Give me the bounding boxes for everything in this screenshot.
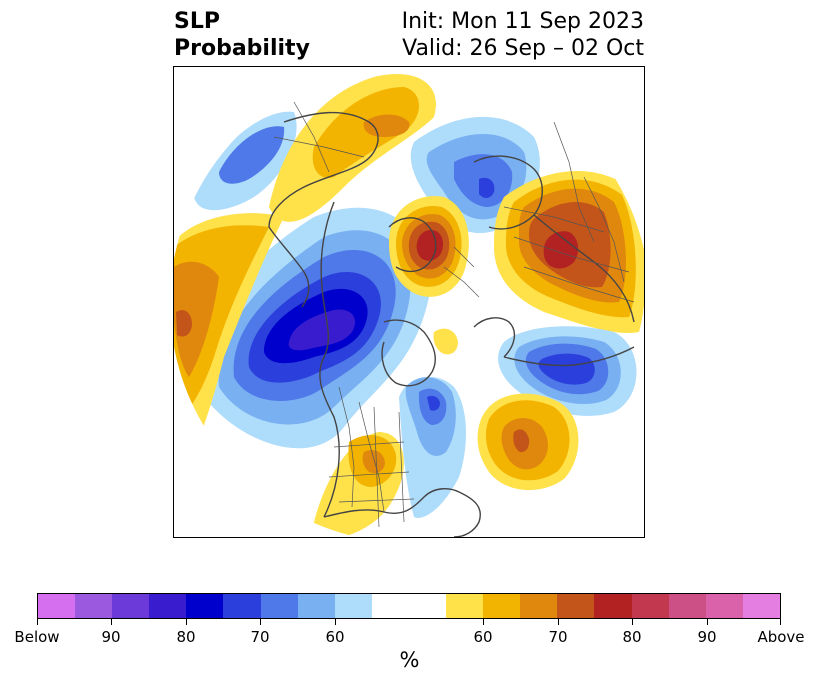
colorbar-ticks: Below 90 80 70 60 60 70 80 90 Above bbox=[14, 619, 805, 649]
colorbar-tick-mark bbox=[558, 619, 559, 625]
above-anomaly-siberia bbox=[269, 73, 436, 222]
colorbar-swatch bbox=[483, 594, 521, 618]
colorbar-swatch bbox=[186, 594, 224, 618]
coastlines bbox=[268, 111, 635, 537]
title-product: Probability bbox=[174, 36, 310, 61]
colorbar-swatch bbox=[408, 594, 447, 618]
colorbar-tick-mark bbox=[483, 619, 484, 625]
colorbar-tick-label: Above bbox=[757, 628, 805, 646]
above-anomaly-russia bbox=[494, 171, 644, 333]
colorbar-tick-mark bbox=[111, 619, 112, 625]
colorbar-tick-mark bbox=[632, 619, 633, 625]
above-anomaly-central-pacific bbox=[174, 213, 284, 452]
colorbar-swatch bbox=[75, 594, 113, 618]
colorbar-tick-label: 90 bbox=[697, 628, 717, 646]
colorbar-swatch bbox=[38, 594, 76, 618]
colorbar-tick-mark bbox=[707, 619, 708, 625]
below-anomaly-pacific bbox=[202, 207, 430, 449]
colorbar-tick-label: 80 bbox=[176, 628, 196, 646]
colorbar-tick-mark bbox=[780, 619, 781, 625]
colorbar-tick-mark bbox=[37, 619, 38, 625]
anomaly-layer bbox=[174, 67, 644, 537]
colorbar-swatch bbox=[668, 594, 706, 618]
colorbar-swatch bbox=[260, 594, 298, 618]
below-anomaly-nw bbox=[194, 111, 297, 211]
init-date: Init: Mon 11 Sep 2023 bbox=[401, 9, 644, 34]
colorbar bbox=[37, 593, 781, 619]
above-anomaly-scandinavia bbox=[389, 196, 469, 297]
colorbar-tick-label: Below bbox=[14, 628, 60, 646]
political-borders bbox=[273, 101, 635, 528]
colorbar-tick-label: 70 bbox=[548, 628, 568, 646]
colorbar-tick-label: 80 bbox=[622, 628, 642, 646]
colorbar-swatch bbox=[334, 594, 372, 618]
colorbar-swatch bbox=[557, 594, 595, 618]
colorbar-swatch bbox=[520, 594, 558, 618]
colorbar-swatch bbox=[631, 594, 669, 618]
colorbar-swatch bbox=[371, 594, 409, 618]
colorbar-swatch bbox=[446, 594, 484, 618]
colorbar-tick-mark bbox=[335, 619, 336, 625]
colorbar-tick-label: 70 bbox=[250, 628, 270, 646]
colorbar-tick-mark bbox=[260, 619, 261, 625]
colorbar-tick-label: 60 bbox=[325, 628, 345, 646]
colorbar-swatch bbox=[297, 594, 335, 618]
colorbar-swatch bbox=[149, 594, 187, 618]
colorbar-tick-label: 90 bbox=[101, 628, 121, 646]
colorbar-swatch bbox=[705, 594, 743, 618]
colorbar-swatch bbox=[223, 594, 261, 618]
colorbar-unit-label: % bbox=[399, 648, 420, 672]
colorbar-swatch bbox=[112, 594, 150, 618]
colorbar-swatch bbox=[594, 594, 632, 618]
above-anomaly-greenland bbox=[433, 328, 458, 355]
valid-range: Valid: 26 Sep – 02 Oct bbox=[402, 36, 644, 61]
title-right: Init: Mon 11 Sep 2023 Valid: 26 Sep – 02… bbox=[402, 8, 644, 62]
title-variable: SLP bbox=[174, 9, 220, 34]
map-canvas bbox=[174, 67, 644, 537]
colorbar-swatch bbox=[742, 594, 780, 618]
colorbar-tick-mark bbox=[186, 619, 187, 625]
above-anomaly-w-atlantic bbox=[477, 393, 579, 491]
probability-map bbox=[173, 66, 645, 538]
title-left: SLP Probability bbox=[174, 8, 310, 62]
colorbar-tick-label: 60 bbox=[473, 628, 493, 646]
below-anomaly-atlantic bbox=[498, 326, 637, 416]
below-anomaly-canada bbox=[399, 376, 466, 518]
